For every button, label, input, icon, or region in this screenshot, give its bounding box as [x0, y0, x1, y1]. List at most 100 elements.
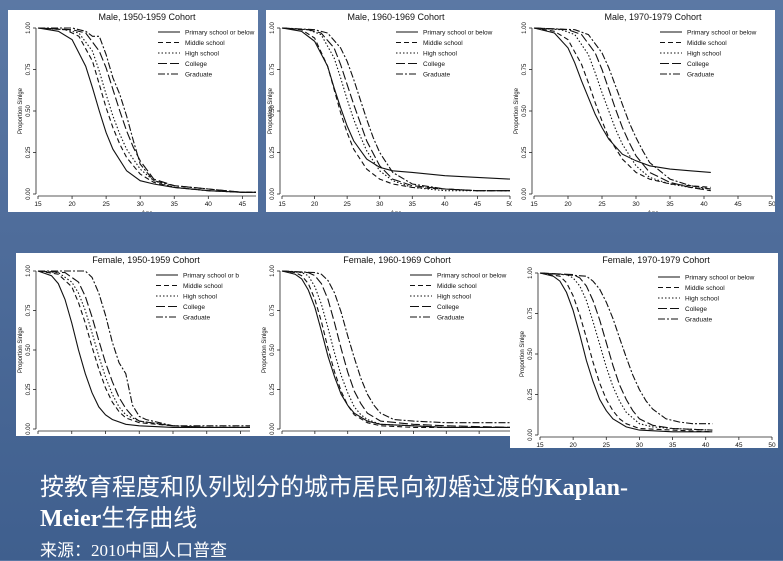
y-tick-label: 0.25 — [270, 146, 276, 158]
y-tick-label: 0.50 — [522, 105, 528, 117]
series-line-1 — [533, 27, 711, 173]
series-line-5 — [38, 27, 256, 193]
series-line-5 — [539, 272, 713, 425]
series-line-2 — [281, 27, 510, 192]
series-line-3 — [37, 270, 254, 428]
legend-label-4: College — [437, 304, 459, 311]
chart-title: Female, 1970-1979 Cohort — [602, 255, 710, 265]
y-axis-label: Proportion Sinlge — [520, 330, 526, 377]
series-line-3 — [37, 27, 256, 193]
legend-label-3: High school — [423, 51, 458, 58]
series-line-5 — [38, 270, 254, 427]
x-tick-label: 30 — [632, 201, 640, 208]
chart-panel-male-1950: Male, 1950-1959 Cohort 15 20 25 30 35 40 45 0.00… — [8, 10, 258, 212]
x-tick-label: 20 — [311, 201, 319, 208]
y-tick-label: 0.50 — [26, 105, 32, 117]
y-tick-label: 0.00 — [26, 423, 32, 435]
x-tick-label: 40 — [205, 201, 213, 208]
series-line-1 — [281, 270, 512, 428]
y-tick-label: 0.75 — [26, 63, 32, 75]
x-tick-label: 45 — [735, 442, 743, 448]
series-line-3 — [533, 27, 711, 190]
legend-label-2: Middle school — [185, 40, 225, 47]
x-tick-label: 25 — [598, 201, 606, 208]
series-line-4 — [37, 270, 254, 428]
y-tick-label: 1.00 — [270, 265, 276, 277]
x-tick-label: 20 — [570, 442, 578, 448]
y-tick-label: 0.00 — [270, 188, 276, 200]
series-line-1 — [281, 27, 511, 180]
legend-label-5: Graduate — [437, 315, 464, 322]
chart-title: Male, 1970-1979 Cohort — [604, 12, 702, 22]
y-tick-label: 0.25 — [522, 146, 528, 158]
series-line-2 — [281, 270, 512, 428]
legend-label-2: Middle school — [687, 40, 727, 47]
legend-label-2: Middle school — [183, 283, 223, 290]
series-line-1 — [37, 270, 254, 428]
legend-label-3: High school — [183, 294, 218, 301]
x-tick-label: 40 — [702, 442, 710, 448]
x-tick-label: 35 — [669, 442, 677, 448]
x-tick-label: 35 — [409, 201, 417, 208]
y-tick-label: 0.50 — [528, 348, 534, 360]
chart-title: Male, 1960-1969 Cohort — [347, 12, 445, 22]
y-tick-label: 0.75 — [26, 304, 32, 316]
y-tick-label: 1.00 — [26, 22, 32, 34]
series-line-3 — [539, 272, 713, 431]
y-tick-label: 0.50 — [270, 105, 276, 117]
legend-label-3: High school — [437, 294, 472, 301]
x-tick-label: 15 — [278, 201, 286, 208]
series-line-5 — [281, 270, 512, 424]
legend-label-5: Graduate — [183, 315, 210, 322]
x-tick-label: 15 — [530, 201, 538, 208]
y-tick-label: 1.00 — [270, 22, 276, 34]
x-tick-label: 35 — [171, 201, 179, 208]
y-tick-label: 0.25 — [270, 383, 276, 395]
series-line-1 — [37, 27, 256, 193]
legend-label-4: College — [183, 304, 205, 311]
x-tick-label: 40 — [441, 201, 449, 208]
series-line-4 — [281, 270, 513, 428]
legend-label-3: High school — [687, 51, 722, 58]
legend-label-1: Primary school or b — [183, 273, 239, 280]
y-tick-label: 0.50 — [270, 344, 276, 356]
x-tick-label: 25 — [103, 201, 111, 208]
y-tick-label: 1.00 — [522, 22, 528, 34]
chart-svg-male-1970: Male, 1970-1979 Cohort 15 20 25 30 35 40 45 50 0.… — [514, 12, 775, 212]
series-line-4 — [37, 27, 256, 193]
chart-panel-female-1950: Female, 1950-1959 Cohort152025303540450.… — [16, 253, 259, 436]
series-line-2 — [37, 270, 254, 428]
x-axis-label: Age — [141, 210, 153, 212]
x-tick-label: 45 — [474, 201, 482, 208]
series-line-4 — [539, 272, 713, 431]
x-tick-label: 50 — [768, 442, 776, 448]
chart-svg-female-1950: Female, 1950-1959 Cohort152025303540450.… — [18, 255, 254, 435]
legend-label-5: Graduate — [685, 317, 712, 324]
legend-label-2: Middle school — [423, 40, 463, 47]
y-tick-label: 0.75 — [522, 63, 528, 75]
x-tick-label: 20 — [564, 201, 572, 208]
x-tick-label: 40 — [700, 201, 708, 208]
x-tick-label: 50 — [768, 201, 775, 208]
series-line-5 — [533, 27, 711, 190]
legend-label-5: Graduate — [423, 72, 450, 79]
y-tick-label: 0.25 — [26, 383, 32, 395]
y-tick-label: 0.00 — [528, 429, 534, 441]
x-axis-label: Age — [647, 210, 659, 212]
legend-label-1: Primary school or below — [437, 273, 507, 280]
chart-svg-male-1950: Male, 1950-1959 Cohort 15 20 25 30 35 40 45 0.00… — [18, 12, 256, 212]
series-line-2 — [37, 27, 256, 193]
chart-title: Female, 1960-1969 Cohort — [343, 255, 451, 265]
x-tick-label: 30 — [376, 201, 384, 208]
y-tick-label: 1.00 — [528, 267, 534, 279]
y-tick-label: 1.00 — [26, 265, 32, 277]
x-tick-label: 45 — [239, 201, 247, 208]
y-tick-label: 0.00 — [26, 188, 32, 200]
series-line-3 — [281, 270, 512, 428]
chart-panel-male-1960: Male, 1960-1969 Cohort 15 20 25 30 35 40 45 50 0.… — [266, 10, 517, 212]
y-tick-label: 0.75 — [528, 307, 534, 319]
legend-label-4: College — [423, 61, 445, 68]
y-axis-label: Proportion Sinlge — [18, 87, 24, 134]
series-line-4 — [281, 27, 510, 192]
legend-label-5: Graduate — [687, 72, 714, 79]
